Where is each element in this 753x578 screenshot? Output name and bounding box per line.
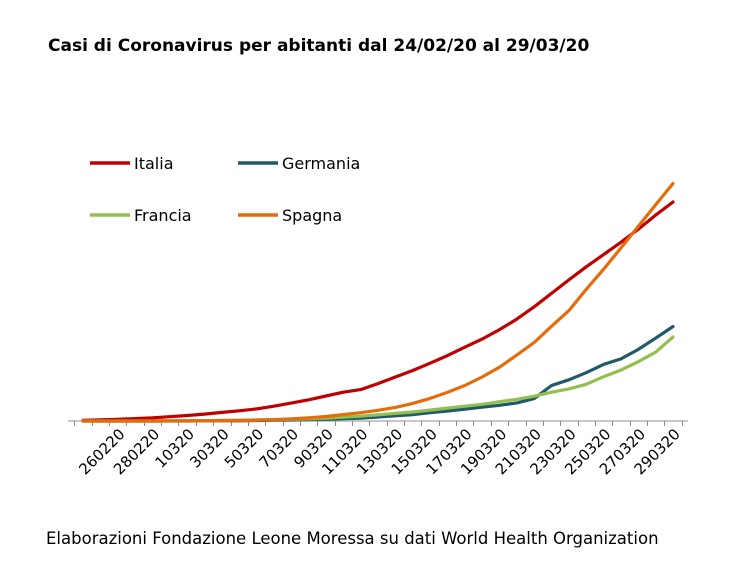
legend-label-germania: Germania: [282, 154, 360, 173]
series-layer: [81, 181, 675, 423]
series-line-spagna: [81, 181, 675, 423]
legend-label-francia: Francia: [134, 206, 192, 225]
series-line-italia: [81, 200, 675, 422]
legend-label-spagna: Spagna: [282, 206, 342, 225]
series-line-germania: [81, 324, 675, 423]
series-line-francia: [81, 335, 675, 423]
legend: Italia Germania Francia Spagna: [90, 154, 360, 225]
chart-source-note: Elaborazioni Fondazione Leone Moressa su…: [46, 529, 659, 548]
legend-label-italia: Italia: [134, 154, 174, 173]
x-axis-tick-labels: 2602202802201032030320503207032090320110…: [75, 425, 684, 478]
chart-title: Casi di Coronavirus per abitanti dal 24/…: [48, 36, 590, 56]
